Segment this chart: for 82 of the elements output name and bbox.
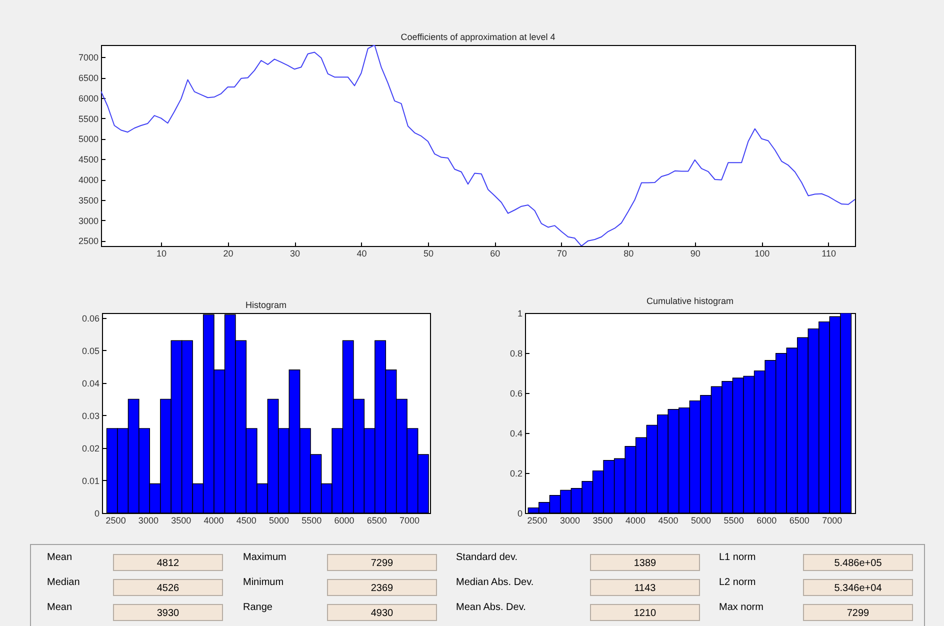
x-tick-label: 4500 xyxy=(658,516,678,526)
chart-title: Histogram xyxy=(245,300,287,310)
y-tick-label: 0.2 xyxy=(510,468,522,478)
x-tick-label: 5000 xyxy=(268,516,290,526)
x-tick-label: 110 xyxy=(822,248,836,258)
y-tick-label: 0.6 xyxy=(510,388,522,398)
y-tick-label: 0.06 xyxy=(82,313,100,324)
y-tick-label: 0.8 xyxy=(510,348,522,358)
y-tick-label: 0 xyxy=(517,508,522,518)
text: L2 norm xyxy=(719,577,756,588)
x-tick-label: 20 xyxy=(223,248,234,258)
y-tick-label: 6000 xyxy=(78,93,98,104)
text: 2369 xyxy=(327,579,437,596)
y-tick-label: 3500 xyxy=(78,195,98,206)
text: 7299 xyxy=(327,554,437,571)
x-tick-label: 60 xyxy=(490,248,500,258)
line-series xyxy=(101,45,855,246)
x-tick-label: 6000 xyxy=(334,516,354,526)
y-tick-label: 0.05 xyxy=(82,346,100,356)
text: Max norm xyxy=(719,602,764,613)
x-tick-label: 6000 xyxy=(756,516,777,526)
chart-title: Coefficients of approximation at level 4 xyxy=(400,32,556,42)
text: 1210 xyxy=(590,604,700,621)
text: 4930 xyxy=(327,604,437,621)
text: 4526 xyxy=(113,579,223,596)
y-tick-label: 0.01 xyxy=(82,476,100,486)
y-tick-label: 2500 xyxy=(78,236,98,246)
text: 4812 xyxy=(113,554,223,571)
chart-title: Cumulative histogram xyxy=(646,296,734,306)
x-tick-label: 40 xyxy=(356,248,367,258)
x-tick-label: 5500 xyxy=(724,516,744,526)
text: 1143 xyxy=(590,579,700,596)
x-tick-label: 4500 xyxy=(236,516,256,526)
x-tick-label: 6500 xyxy=(366,516,387,526)
text: Minimum xyxy=(243,577,284,588)
text: Maximum xyxy=(243,552,286,563)
x-tick-label: 90 xyxy=(690,248,700,258)
text: Standard dev. xyxy=(456,552,518,563)
y-tick-label: 7000 xyxy=(78,52,98,63)
x-tick-label: 5000 xyxy=(691,516,712,526)
x-tick-label: 10 xyxy=(156,248,167,258)
y-tick-label: 5000 xyxy=(78,134,98,144)
x-tick-label: 3000 xyxy=(560,516,580,526)
x-tick-label: 70 xyxy=(556,248,567,258)
text: Mean xyxy=(47,602,72,613)
x-tick-label: 3500 xyxy=(592,516,613,526)
x-tick-label: 4000 xyxy=(626,516,646,526)
y-tick-label: 0.03 xyxy=(82,410,100,421)
x-tick-label: 7000 xyxy=(400,516,420,526)
text: 7299 xyxy=(803,604,913,621)
x-tick-label: 3500 xyxy=(171,516,192,526)
y-tick-label: 0 xyxy=(94,508,100,518)
x-tick-label: 5500 xyxy=(302,516,322,526)
text: Mean Abs. Dev. xyxy=(456,602,526,613)
y-tick-label: 0.4 xyxy=(510,428,522,438)
text: Median xyxy=(47,577,80,588)
text: 5.486e+05 xyxy=(803,554,913,571)
x-tick-label: 30 xyxy=(290,248,300,258)
y-tick-label: 3000 xyxy=(78,216,98,226)
y-tick-label: 1 xyxy=(517,308,522,318)
x-tick-label: 4000 xyxy=(204,516,224,526)
y-tick-label: 6500 xyxy=(78,73,98,84)
text: 3930 xyxy=(113,604,223,621)
x-tick-label: 2500 xyxy=(527,516,548,526)
x-tick-label: 80 xyxy=(624,248,634,258)
x-tick-label: 100 xyxy=(754,248,770,258)
y-tick-label: 5500 xyxy=(78,114,98,124)
text: Median Abs. Dev. xyxy=(456,577,534,588)
text: Mean xyxy=(47,552,72,563)
text: Range xyxy=(243,602,272,613)
x-tick-label: 6500 xyxy=(789,516,810,526)
y-tick-label: 0.02 xyxy=(82,443,100,454)
y-tick-label: 4000 xyxy=(78,175,98,186)
x-tick-label: 2500 xyxy=(106,516,126,526)
x-tick-label: 50 xyxy=(423,248,434,258)
text: 5.346e+04 xyxy=(803,579,913,596)
x-tick-label: 7000 xyxy=(822,516,842,526)
y-tick-label: 0.04 xyxy=(82,378,100,388)
y-tick-label: 4500 xyxy=(78,154,98,165)
x-tick-label: 3000 xyxy=(138,516,158,526)
text: 1389 xyxy=(590,554,700,571)
text: L1 norm xyxy=(719,552,756,563)
